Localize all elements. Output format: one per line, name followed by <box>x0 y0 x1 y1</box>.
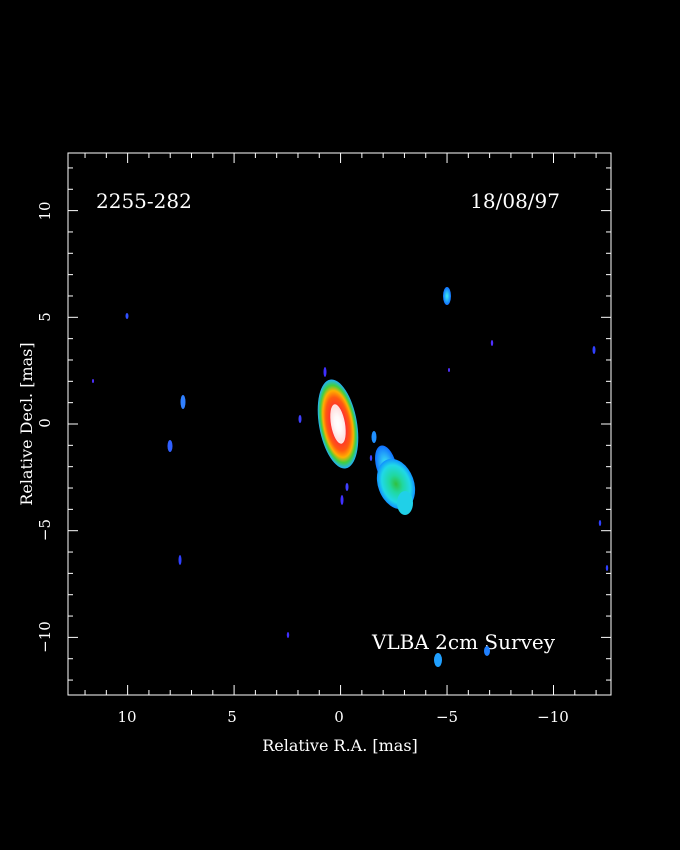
y-tick-label: 5 <box>36 312 54 322</box>
axis-ticks <box>68 153 611 695</box>
x-tick-label: −10 <box>537 708 569 726</box>
observation-date: 18/08/97 <box>470 189 560 213</box>
x-tick-label: 10 <box>117 708 136 726</box>
jet-component <box>375 445 416 515</box>
faint-components <box>92 287 609 667</box>
y-tick-label: −5 <box>36 519 54 541</box>
x-tick-label: 0 <box>334 708 344 726</box>
x-axis-label: Relative R.A. [mas] <box>262 736 418 755</box>
x-tick-label: 5 <box>227 708 237 726</box>
y-tick-label: 10 <box>36 201 54 220</box>
x-tick-labels: 10 5 0 −5 −10 <box>117 708 568 726</box>
core-component <box>317 379 359 469</box>
x-tick-label: −5 <box>436 708 458 726</box>
y-tick-label: 0 <box>36 418 54 428</box>
y-axis-label: Relative Decl. [mas] <box>17 342 36 505</box>
y-tick-labels: 10 5 0 −5 −10 <box>36 201 54 652</box>
y-tick-label: −10 <box>36 621 54 653</box>
source-name: 2255-282 <box>96 189 192 213</box>
survey-label: VLBA 2cm Survey <box>371 630 556 654</box>
